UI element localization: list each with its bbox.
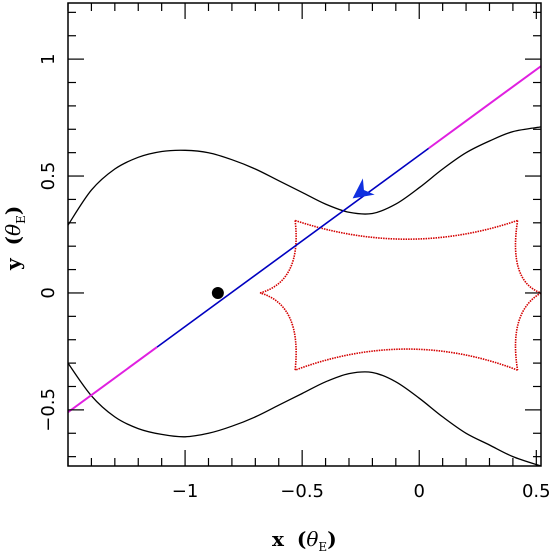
x-tick-label: 0 xyxy=(414,481,425,502)
plot-frame xyxy=(67,2,542,467)
trajectory-segment-upper xyxy=(428,65,541,150)
y-tick-label: 1 xyxy=(38,53,59,64)
caustic-segment-6 xyxy=(259,220,297,294)
critical-curve-upper xyxy=(68,126,541,226)
trajectory-arrow xyxy=(352,178,375,199)
x-tick-label: 0.5 xyxy=(522,481,551,502)
x-axis-title-sub: E xyxy=(318,540,327,554)
x-axis-title-main: x xyxy=(272,527,285,551)
trajectory-segment-lower xyxy=(68,346,158,414)
caustic-segment-5 xyxy=(259,292,297,371)
lens-point xyxy=(211,286,224,299)
plot-area xyxy=(68,65,541,466)
trajectory-segment-middle xyxy=(156,147,430,348)
y-tick-label: 0 xyxy=(38,287,59,298)
critical-curve-lower xyxy=(68,362,541,466)
y-axis-title-sub: E xyxy=(14,215,28,224)
x-axis-title-symbol: θ xyxy=(306,527,318,551)
y-axis-title-symbol: θ xyxy=(1,224,25,236)
y-tick-label: 0.5 xyxy=(38,162,59,191)
y-axis-title: y (θE) xyxy=(1,206,28,271)
x-axis-title: x (θE) xyxy=(272,527,337,554)
x-tick-label: −0.5 xyxy=(280,481,324,502)
caustic-segment-3 xyxy=(514,292,541,371)
y-axis-title-main: y xyxy=(1,257,25,271)
caustic-segment-4 xyxy=(294,348,518,371)
axis-tick-labels: −1 −0.5 0 0.5 −0.5 0 0.5 1 xyxy=(38,53,551,502)
caustic-segment-2 xyxy=(514,220,541,294)
y-tick-label: −0.5 xyxy=(38,388,59,432)
axis-ticks xyxy=(67,3,541,466)
x-tick-label: −1 xyxy=(172,481,199,502)
caustic-segment-1 xyxy=(294,219,518,240)
